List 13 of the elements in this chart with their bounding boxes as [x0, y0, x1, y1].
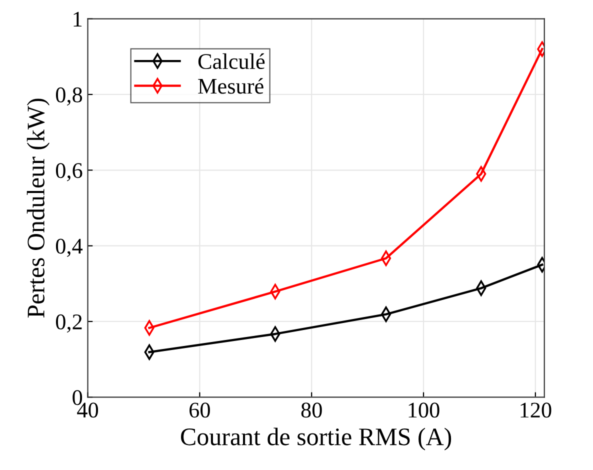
x-axis-title: Courant de sortie RMS (A) [181, 428, 452, 450]
x-tick-label: 80 [301, 402, 322, 418]
x-tick-label: 100 [408, 402, 440, 418]
y-tick-label: 0,6 [56, 163, 82, 182]
x-tick-label: 60 [190, 402, 210, 418]
x-tick-label: 120 [520, 402, 552, 418]
y-tick-label: 1 [74, 12, 82, 27]
y-axis-title: Pertes Onduleur (kW) [26, 98, 50, 318]
y-tick-label: 0,8 [56, 87, 82, 106]
legend-label: Mesuré [198, 78, 264, 94]
legend-label: Calculé [198, 53, 265, 70]
y-tick-label: 0,4 [56, 238, 83, 257]
y-tick-label: 0,2 [56, 314, 82, 333]
